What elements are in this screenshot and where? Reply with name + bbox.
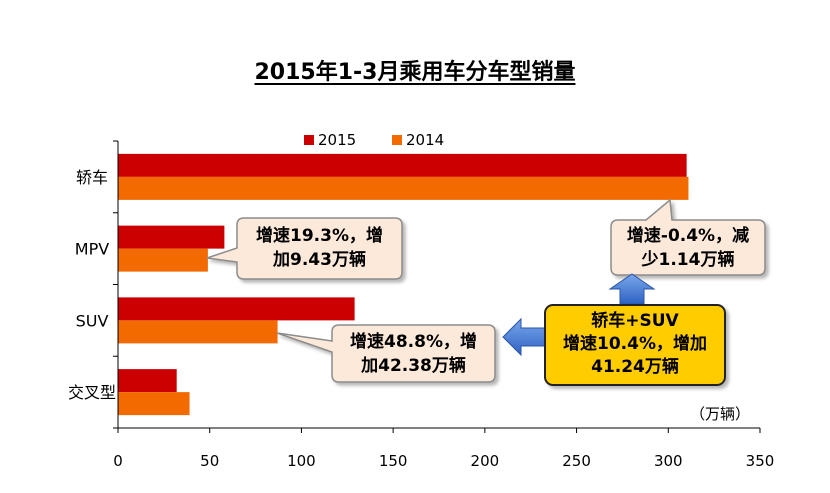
legend-swatch-2014 <box>392 135 402 145</box>
combined-line1: 轿车+SUV <box>591 311 679 331</box>
bar-2015-3 <box>118 369 177 393</box>
bar-2014-2 <box>118 320 278 344</box>
category-label: 轿车 <box>76 168 108 187</box>
category-label: SUV <box>76 311 109 330</box>
legend-label-2015: 2015 <box>318 131 356 149</box>
bars-layer <box>118 153 689 416</box>
legend-label-2014: 2014 <box>406 131 444 149</box>
combined-highlight-text: 轿车+SUV 增速10.4%，增加 41.24万辆 <box>545 310 725 379</box>
bar-2015-2 <box>118 297 355 321</box>
x-tick-label: 50 <box>200 452 219 470</box>
x-tick-label: 350 <box>746 452 775 470</box>
sedan-callout-line2: 少1.14万辆 <box>641 250 735 270</box>
chart-title: 2015年1-3月乘用车分车型销量 <box>254 60 576 85</box>
bar-2014-0 <box>118 176 689 200</box>
mpv-callout-line2: 加9.43万辆 <box>273 250 366 270</box>
combined-line2: 增速10.4%，增加 <box>563 334 707 354</box>
x-tick-label: 300 <box>654 452 683 470</box>
x-tick-label: 200 <box>471 452 500 470</box>
mpv-callout-line1: 增速19.3%，增 <box>256 226 383 246</box>
legend-layer: 2015 2014 <box>304 131 444 149</box>
suv-callout-line2: 加42.38万辆 <box>361 356 466 376</box>
legend-swatch-2015 <box>304 135 314 145</box>
x-tick-label: 100 <box>287 452 316 470</box>
bar-2014-3 <box>118 392 190 416</box>
bar-2015-1 <box>118 225 225 249</box>
suv-callout-text: 增速48.8%，增 加42.38万辆 <box>332 330 495 378</box>
suv-callout <box>276 324 496 383</box>
left-arrow <box>502 317 549 357</box>
combined-highlight-box <box>544 304 726 386</box>
bar-2014-1 <box>118 248 208 272</box>
combined-line3: 41.24万辆 <box>591 357 679 377</box>
up-arrow <box>608 273 656 305</box>
axis-layer: 轿车 MPV SUV 交叉型 0 50 100 150 200 250 300 350 （万辆） <box>68 140 775 470</box>
sedan-callout <box>610 198 766 276</box>
suv-callout-line1: 增速48.8%，增 <box>350 332 477 352</box>
mpv-callout <box>206 217 403 280</box>
sedan-callout-text: 增速-0.4%，减 少1.14万辆 <box>611 224 765 272</box>
x-tick-label: 250 <box>562 452 591 470</box>
sedan-callout-line1: 增速-0.4%，减 <box>626 226 750 246</box>
mpv-callout-text: 增速19.3%，增 加9.43万辆 <box>237 224 402 272</box>
bar-2015-0 <box>118 153 687 177</box>
x-tick-label: 0 <box>113 452 123 470</box>
category-label: MPV <box>75 240 109 259</box>
x-tick-label: 150 <box>379 452 408 470</box>
unit-label: （万辆） <box>690 405 750 423</box>
category-label: 交叉型 <box>68 383 116 402</box>
